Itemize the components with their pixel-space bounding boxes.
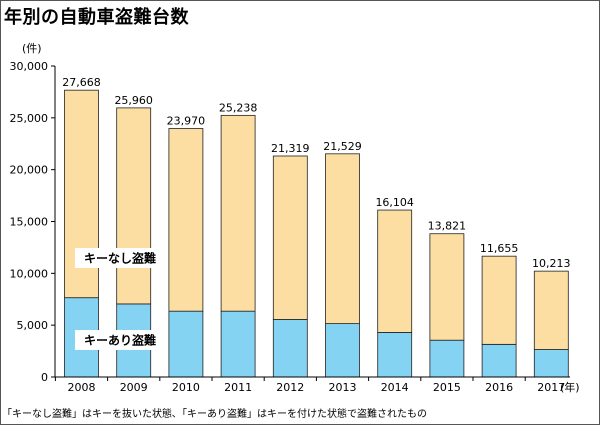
bar-withkey-2016 <box>481 343 517 378</box>
bar-withkey-2012 <box>272 319 308 378</box>
footnote: 「キーなし盗難」はキーを抜いた状態､「キーあり盗難」はキーを付けた状態で盗難され… <box>2 409 427 420</box>
x-tick-label-2016: 2016 <box>485 381 513 394</box>
x-tick-label-2010: 2010 <box>172 381 200 394</box>
bar-withkey-2010 <box>168 310 204 378</box>
y-tick-label-5000: 5,000 <box>17 319 49 332</box>
x-tick-label-2008: 2008 <box>68 381 96 394</box>
y-axis-unit-label: (件) <box>22 42 42 55</box>
total-label-2012: 21,319 <box>271 142 310 155</box>
bar-keyless-2009 <box>116 107 152 305</box>
y-tick-label-20000: 20,000 <box>10 164 49 177</box>
y-tick-label-15000: 15,000 <box>10 216 49 229</box>
bar-keyless-2012 <box>272 155 308 320</box>
bar-withkey-2017 <box>533 349 569 378</box>
chart-title: 年別の自動車盗難台数 <box>4 7 189 28</box>
x-tick-label-2014: 2014 <box>381 381 409 394</box>
x-tick-label-2015: 2015 <box>433 381 461 394</box>
legend-label-keyless-bg <box>75 248 165 268</box>
y-tick-label-10000: 10,000 <box>10 267 49 280</box>
legend-label-withkey-bg <box>75 330 165 350</box>
bar-keyless-2015 <box>429 233 465 341</box>
total-label-2008: 27,668 <box>62 76 101 89</box>
total-label-2017: 10,213 <box>532 257 571 270</box>
bar-withkey-2014 <box>377 332 413 378</box>
bar-keyless-2013 <box>325 153 360 325</box>
y-tick-label-0: 0 <box>41 371 48 384</box>
total-label-2011: 25,238 <box>219 101 258 114</box>
bar-keyless-2011 <box>220 114 256 312</box>
x-tick-label-2017: 2017 <box>537 381 565 394</box>
bar-keyless-2017 <box>533 270 569 350</box>
bar-keyless-2014 <box>377 209 413 333</box>
total-label-2009: 25,960 <box>114 94 153 107</box>
bar-withkey-2013 <box>325 323 360 378</box>
y-tick-label-25000: 25,000 <box>10 112 49 125</box>
x-tick-label-2011: 2011 <box>224 381 252 394</box>
x-tick-label-2013: 2013 <box>329 381 357 394</box>
x-axis-unit-label: (年) <box>560 380 580 394</box>
total-label-2013: 21,529 <box>323 140 362 153</box>
legend-label-keyless: キーなし盗難 <box>84 251 156 266</box>
bar-keyless-2010 <box>168 128 204 312</box>
total-label-2015: 13,821 <box>428 220 467 233</box>
bar-keyless-2016 <box>481 255 517 345</box>
total-label-2014: 16,104 <box>375 196 414 209</box>
total-label-2016: 11,655 <box>480 242 519 255</box>
x-tick-label-2009: 2009 <box>120 381 148 394</box>
x-tick-label-2012: 2012 <box>276 381 304 394</box>
bar-withkey-2011 <box>220 310 256 378</box>
legend-label-withkey: キーあり盗難 <box>84 333 156 348</box>
total-label-2010: 23,970 <box>167 115 206 128</box>
bar-withkey-2015 <box>429 339 465 378</box>
y-tick-label-30000: 30,000 <box>10 60 49 73</box>
